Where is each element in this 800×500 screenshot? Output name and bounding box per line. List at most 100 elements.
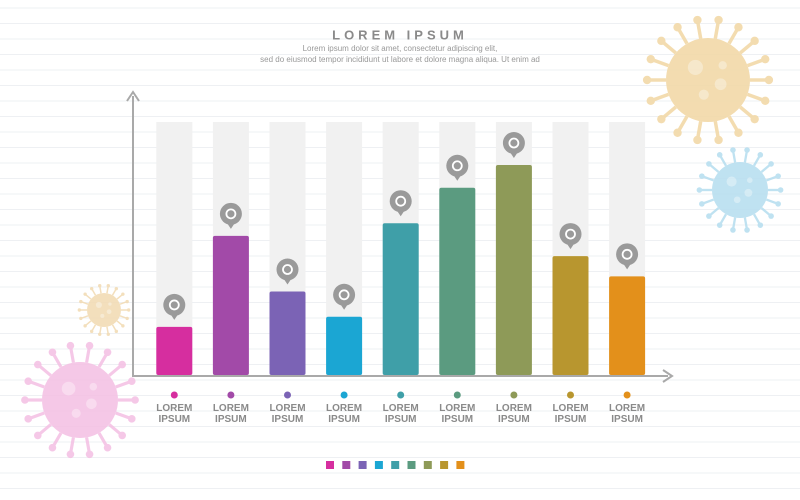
virus-tip	[642, 75, 652, 85]
virus-tip	[714, 135, 723, 145]
virus-spot	[726, 176, 737, 187]
virus-tip	[118, 431, 127, 440]
virus-tip	[79, 299, 83, 304]
icon-glyph	[168, 299, 180, 311]
virus-tip	[764, 75, 774, 85]
virus-tip	[106, 332, 110, 336]
virus-spot	[747, 177, 753, 183]
virus-tip	[673, 128, 682, 137]
virus-spot	[86, 398, 97, 410]
category-dot	[623, 391, 631, 399]
icon	[389, 190, 412, 213]
bar	[269, 291, 306, 375]
virus-tip	[706, 161, 712, 167]
virus-spot	[106, 309, 112, 315]
virus-tip	[24, 377, 33, 385]
virus-tip	[693, 135, 702, 145]
bar	[382, 223, 419, 375]
virus-tip	[646, 54, 655, 64]
virus-decoration	[21, 341, 139, 459]
icon-glyph	[395, 195, 407, 207]
virus-tip	[106, 284, 110, 288]
bar	[495, 165, 532, 375]
virus-spot	[744, 188, 753, 197]
subtitle: sed do eiusmod tempor incididunt ut labo…	[260, 55, 540, 64]
virus-tip	[127, 377, 136, 385]
icon-glyph	[282, 264, 293, 275]
virus-tip	[693, 15, 702, 25]
virus-spot	[714, 78, 727, 91]
virus-tip	[734, 23, 743, 32]
virus-spot	[687, 59, 703, 75]
chart-title: LOREM IPSUM	[332, 27, 468, 42]
virus-tip	[768, 161, 774, 167]
virus-spot	[89, 382, 98, 391]
virus-tip	[714, 15, 723, 25]
x-tick-label: LOREM IPSUM	[552, 403, 589, 425]
x-tick-label: LOREM IPSUM	[382, 403, 419, 425]
virus-tip	[734, 128, 743, 137]
virus-tip	[696, 187, 703, 193]
virus-tip	[757, 222, 764, 228]
virus-tip	[103, 443, 112, 452]
color-swatch	[423, 461, 432, 469]
axis-line	[132, 96, 668, 377]
virus-tip	[85, 341, 94, 350]
virus-spot	[718, 61, 727, 70]
x-tick-label: LOREM IPSUM	[495, 403, 532, 425]
virus-spot	[108, 302, 112, 306]
virus-tip	[33, 360, 42, 369]
virus-tip	[761, 96, 770, 106]
virus-body	[87, 293, 121, 327]
color-swatch	[456, 461, 465, 469]
x-tick-label: LOREM IPSUM	[326, 403, 363, 425]
virus-tip	[657, 36, 666, 46]
virus-tip	[744, 227, 750, 233]
virus-decoration	[696, 147, 784, 233]
category-dot	[340, 391, 348, 399]
virus-tip	[21, 396, 29, 404]
virus-tip	[33, 431, 42, 440]
x-tick-label: LOREM IPSUM	[212, 403, 249, 425]
virus-spot	[61, 381, 76, 396]
virus-tip	[48, 348, 57, 357]
icon-glyph	[621, 248, 633, 260]
virus-tip	[761, 54, 770, 64]
virus-spot	[733, 196, 741, 204]
virus-tip	[114, 329, 119, 334]
virus-tip	[127, 415, 136, 423]
virus-tip	[757, 152, 764, 158]
virus-body	[712, 162, 768, 218]
virus-tip	[83, 324, 87, 328]
bar	[326, 316, 363, 375]
icon	[559, 223, 582, 246]
virus-tip	[716, 152, 723, 158]
virus-tip	[121, 324, 125, 328]
icon	[502, 132, 525, 155]
icon	[333, 283, 356, 306]
virus-tip	[24, 415, 33, 423]
virus-decoration	[642, 15, 774, 145]
virus-spot	[100, 313, 105, 318]
color-swatch	[407, 461, 416, 469]
virus-tip	[66, 341, 75, 350]
category-dot	[170, 391, 178, 399]
color-swatch	[326, 461, 334, 469]
category-dot	[567, 391, 574, 399]
virus-spot	[71, 408, 81, 418]
virus-tip	[744, 147, 750, 153]
bar	[552, 256, 589, 375]
subtitle: Lorem ipsum dolor sit amet, consectetur …	[303, 44, 498, 53]
virus-tip	[750, 36, 759, 46]
bar	[212, 235, 249, 375]
virus-tip	[79, 316, 83, 321]
virus-tip	[699, 201, 705, 207]
color-swatch	[391, 461, 400, 469]
virus-tip	[66, 450, 75, 459]
virus-tip	[125, 299, 129, 304]
icon	[446, 154, 469, 177]
virus-tip	[85, 450, 94, 459]
category-dot	[397, 391, 405, 399]
virus-decoration	[77, 284, 131, 336]
